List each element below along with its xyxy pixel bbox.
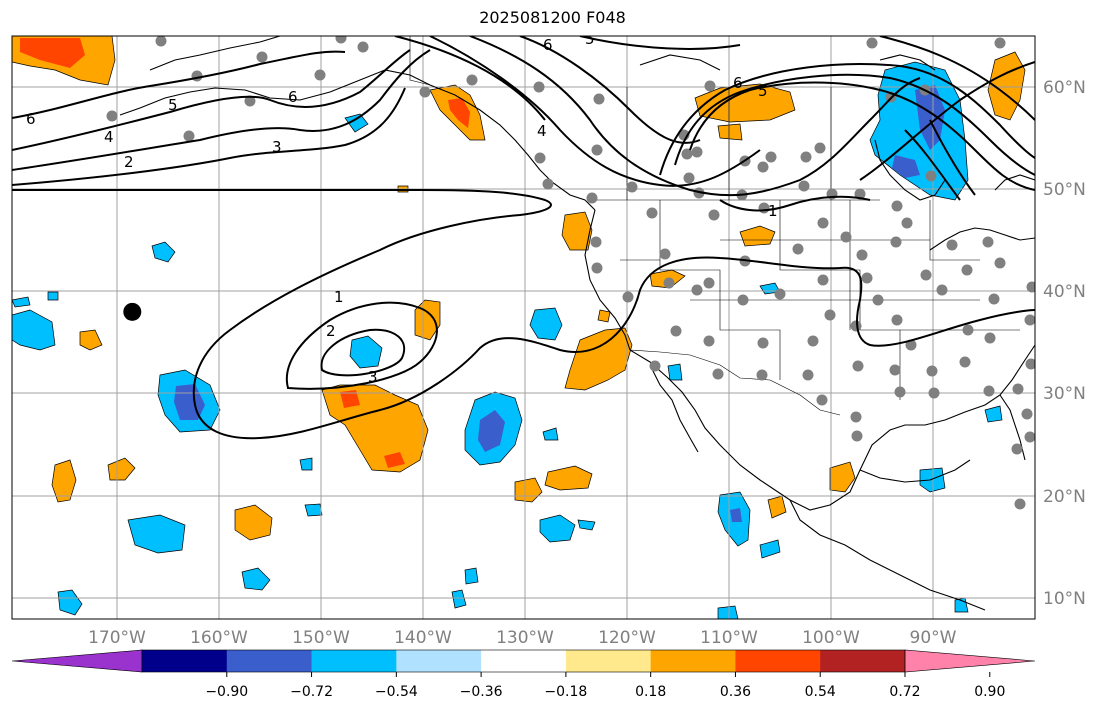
contour-label: 5 [585, 30, 595, 48]
lat-label: 10°N [1043, 589, 1086, 609]
lat-label: 40°N [1043, 282, 1086, 302]
contour-label: 5 [168, 96, 178, 114]
contour-label: 5 [758, 82, 768, 100]
colorbar-tick-label: 0.54 [805, 684, 836, 700]
contour-label: 3 [368, 368, 378, 386]
contour-label: 2 [124, 153, 134, 171]
colorbar-tick-label: −0.18 [544, 684, 587, 700]
colorbar-segment [565, 650, 652, 672]
colorbar-tick-label: −0.54 [375, 684, 418, 700]
colorbar-segment [226, 650, 313, 672]
lon-label: 140°W [394, 628, 452, 648]
colorbar-tick-label: 0.18 [635, 684, 666, 700]
contour-label: 2 [326, 322, 336, 340]
colorbar-outline [141, 649, 906, 673]
lon-label: 110°W [700, 628, 758, 648]
lon-label: 100°W [802, 628, 860, 648]
colorbar-tick-label: −0.36 [460, 684, 503, 700]
colorbar-extend-high [904, 649, 1036, 673]
longitude-labels: 170°W 160°W 150°W 140°W 130°W 120°W 110°… [88, 628, 957, 648]
lat-label: 50°N [1043, 180, 1086, 200]
colorbar-segment [820, 650, 906, 672]
lon-label: 130°W [496, 628, 554, 648]
contour-label: 4 [104, 128, 114, 146]
colorbar-tick-label: −0.72 [290, 684, 333, 700]
colorbar-segment [481, 650, 567, 672]
latitude-labels: 60°N 50°N 40°N 30°N 20°N 10°N [1043, 78, 1086, 609]
colorbar-segment [396, 650, 482, 672]
lon-label: 160°W [190, 628, 248, 648]
colorbar-tick-label: −0.90 [205, 684, 248, 700]
station-markers [106, 36, 1035, 510]
map-frame [11, 35, 1036, 620]
lat-label: 30°N [1043, 384, 1086, 404]
height-contours [12, 36, 1035, 440]
map-background [12, 36, 1035, 619]
contour-label: 6 [733, 74, 743, 92]
contour-label: 6 [26, 110, 36, 128]
contour-label: 1 [768, 202, 778, 220]
colorbar-extend-low [11, 649, 143, 673]
map-title: 2025081200 F048 [479, 8, 626, 27]
contour-label: 6 [543, 36, 553, 54]
contour-label: 1 [334, 288, 344, 306]
colorbar-tick-label: 0.36 [720, 684, 751, 700]
colorbar-tick-label: 0.72 [889, 684, 920, 700]
lat-label: 20°N [1043, 487, 1086, 507]
contour-label: 6 [288, 88, 298, 106]
lon-label: 150°W [292, 628, 350, 648]
colorbar-ticks: −0.90 −0.72 −0.54 −0.36 −0.18 0.18 0.36 0.54 0.7… [205, 672, 1005, 700]
colorbar-segment [142, 650, 228, 672]
position-marker [123, 302, 142, 321]
lon-label: 120°W [598, 628, 656, 648]
contour-label: 3 [272, 138, 282, 156]
coastlines [119, 36, 1035, 611]
colorbar-segment [650, 650, 736, 672]
colorbar-segment [735, 650, 821, 672]
lat-label: 60°N [1043, 78, 1086, 98]
contour-label: 4 [537, 122, 547, 140]
lon-label: 90°W [910, 628, 957, 648]
colorbar-segment [311, 650, 397, 672]
colorbar-tick-label: 0.90 [974, 684, 1005, 700]
lon-label: 170°W [88, 628, 146, 648]
colorbar [11, 649, 1036, 673]
contour-labels: 6 5 4 3 2 6 5 4 6 5 1 1 2 3 6 [26, 30, 778, 386]
